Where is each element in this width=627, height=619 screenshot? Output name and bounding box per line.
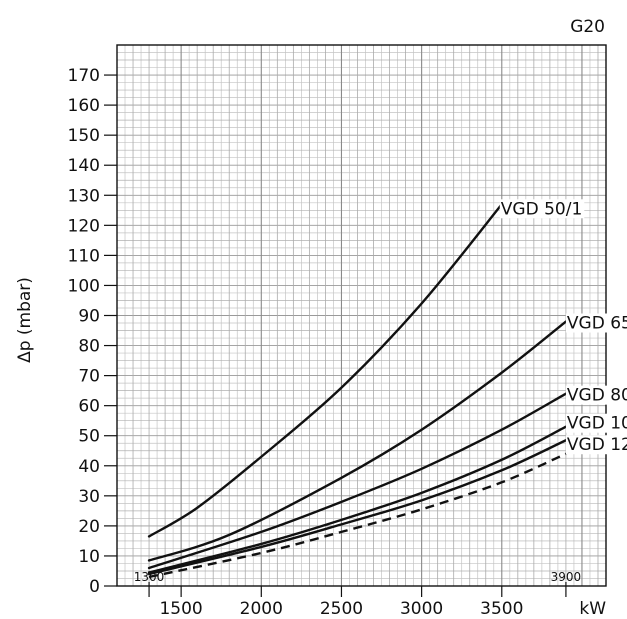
y-tick-label: 50 — [78, 427, 100, 447]
x-tick-label: 2000 — [240, 599, 283, 619]
series-label-bg — [565, 413, 627, 433]
y-tick-label: 30 — [78, 487, 100, 507]
y-tick-label: 100 — [68, 276, 100, 296]
series-label-5: VGD 125/1 — [567, 435, 627, 455]
series-label-1: VGD 50/1 — [501, 199, 582, 219]
y-tick-label: 120 — [68, 216, 100, 236]
x-tick-label: 3000 — [400, 599, 443, 619]
x-tick-label: 3500 — [480, 599, 523, 619]
series-label-4: VGD 100/1 — [567, 414, 627, 434]
y-tick-label: 160 — [68, 96, 100, 116]
series-line-4 — [147, 425, 568, 574]
y-axis-ticks: 0 10 20 30 40 50 60 70 80 90 100 110 120 130 140 150 160… — [68, 66, 117, 597]
series-label-3: VGD 80/1 — [567, 386, 627, 406]
series-line-5 — [147, 439, 568, 576]
series-label-bg — [499, 199, 585, 219]
limit-label: 3900 — [551, 570, 582, 584]
y-tick-label: 80 — [78, 337, 100, 357]
series-line-2 — [147, 320, 568, 562]
chart-title: G20 — [570, 17, 605, 37]
y-tick-label: 10 — [78, 547, 100, 567]
y-tick-label: 110 — [68, 246, 100, 266]
series-line-1 — [147, 203, 503, 538]
y-tick-label: 170 — [68, 66, 100, 86]
series-label-bg — [565, 313, 627, 333]
y-tick-label: 70 — [78, 367, 100, 387]
y-tick-label: 150 — [68, 126, 100, 146]
y-tick-label: 140 — [68, 156, 100, 176]
y-tick-label: 90 — [78, 307, 100, 327]
series-label-bg — [565, 435, 627, 455]
y-tick-label: 40 — [78, 457, 100, 477]
series-line-6 — [148, 452, 567, 579]
series-label-2: VGD 65/1 — [567, 314, 627, 334]
x-tick-label: 1500 — [159, 599, 202, 619]
x-axis-ticks: 1500 2000 2500 3000 3500 1300 3900 — [134, 570, 581, 619]
limit-label: 1300 — [134, 570, 165, 584]
y-tick-label: 0 — [89, 577, 100, 597]
series-label-bg — [565, 385, 627, 405]
series-line-3 — [147, 392, 568, 570]
major-grid — [117, 45, 606, 586]
y-axis-title: Δp (mbar) — [15, 277, 35, 363]
x-tick-label: 2500 — [320, 599, 363, 619]
series-lines — [147, 203, 568, 579]
x-axis-title: kW — [579, 599, 606, 619]
y-tick-label: 130 — [68, 186, 100, 206]
y-tick-label: 60 — [78, 397, 100, 417]
y-tick-label: 20 — [78, 517, 100, 537]
